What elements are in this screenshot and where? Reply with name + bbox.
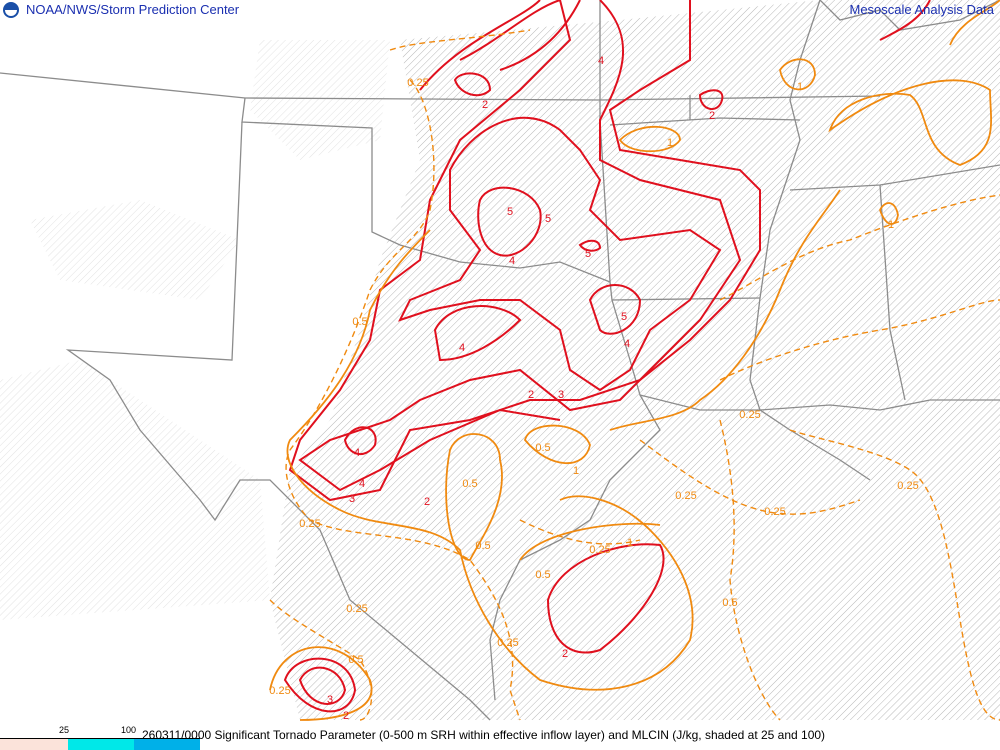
label-orange: 0.25 [589,544,610,556]
label-orange: 0.5 [352,316,367,328]
label-orange: 1 [573,465,579,477]
stp-contours-orange [269,0,1000,721]
label-orange: 1 [888,219,894,231]
legend-swatch-high [134,739,200,750]
legend-swatch-mid [68,739,134,750]
label-red: 2 [424,496,430,508]
legend-tick: 25 [59,725,70,735]
label-orange: 0.5 [535,569,550,581]
noaa-logo-icon [3,2,19,18]
legend-swatch-low [0,739,68,750]
label-orange: 0.25 [739,409,760,421]
label-red: 3 [558,389,564,401]
label-orange: 0.5 [462,478,477,490]
legend-footer: 25 100 260311/0000 Significant Tornado P… [0,722,1000,750]
cin-hatching [0,0,1000,720]
org-title: NOAA/NWS/Storm Prediction Center [26,2,240,17]
label-orange: 1 [797,81,803,93]
label-orange: 0.5 [475,540,490,552]
label-red: 2 [343,710,349,722]
product-title: Mesoscale Analysis Data [849,2,994,17]
mesoscale-map: 2 4 5 5 4 5 5 4 4 2 3 4 4 3 2 2 2 3 2 0.… [0,0,1000,722]
label-orange: 0.25 [497,637,518,649]
label-orange: 0.25 [346,603,367,615]
label-red: 5 [621,311,627,323]
label-orange: 1 [627,537,633,549]
legend-scale-line [0,738,200,739]
label-red: 4 [624,338,630,350]
label-orange: 0.25 [764,506,785,518]
contour-labels: 2 4 5 5 4 5 5 4 4 2 3 4 4 3 2 2 2 3 2 0.… [269,55,918,722]
label-orange: 0.5 [722,597,737,609]
label-orange: 0.25 [675,490,696,502]
stp-contours-orange-dashed [269,29,1000,721]
label-red: 2 [562,648,568,660]
label-red: 4 [598,55,604,67]
product-description: 260311/0000 Significant Tornado Paramete… [142,728,826,742]
label-orange: 0.25 [269,685,290,697]
label-red: 3 [327,694,333,706]
label-orange: 0.25 [407,77,428,89]
label-orange: 0.25 [299,518,320,530]
label-orange: 0.25 [897,480,918,492]
label-red: 2 [482,99,488,111]
stp-contours-red [283,0,931,713]
label-red: 4 [459,342,465,354]
label-red: 4 [354,447,360,459]
label-red: 5 [545,213,551,225]
label-red: 5 [585,248,591,260]
label-red: 3 [349,493,355,505]
label-orange: 0.5 [348,654,363,666]
label-red: 4 [509,255,515,267]
label-red: 5 [507,206,513,218]
legend-tick: 100 [121,725,137,735]
label-red: 2 [709,110,715,122]
label-red: 2 [528,389,534,401]
label-orange: 0.5 [535,442,550,454]
label-orange: 1 [667,137,673,149]
label-red: 4 [359,478,365,490]
